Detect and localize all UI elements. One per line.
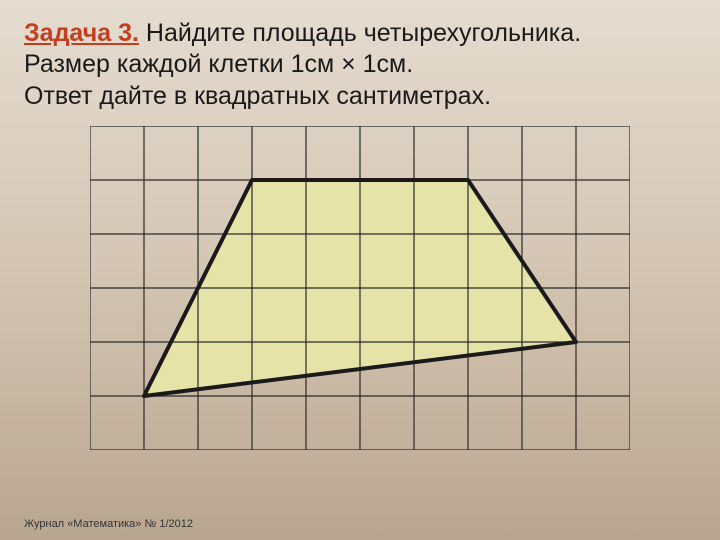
problem-title: Задача 3. <box>24 19 139 47</box>
problem-line1: Найдите площадь четырехугольника. <box>139 19 581 47</box>
problem-line3: Ответ дайте в квадратных сантиметрах. <box>24 82 491 110</box>
diagram-container <box>24 126 696 450</box>
footer-citation: Журнал «Математика» № 1/2012 <box>24 518 193 530</box>
problem-text: Задача 3. Найдите площадь четырехугольни… <box>24 18 696 112</box>
problem-line2: Размер каждой клетки 1см × 1см. <box>24 50 413 78</box>
grid-diagram <box>90 126 630 450</box>
